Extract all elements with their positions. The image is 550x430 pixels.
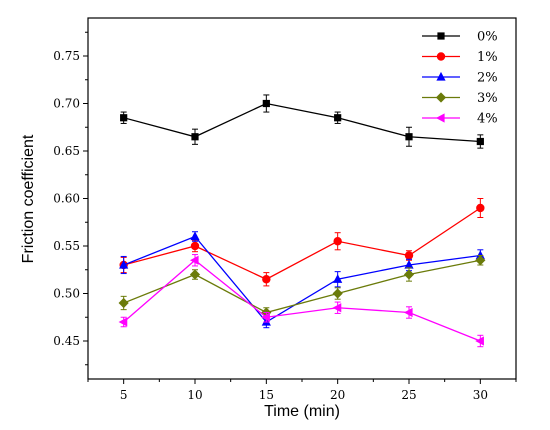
data-point	[403, 307, 413, 318]
data-point	[333, 237, 342, 246]
series-line	[123, 102, 481, 143]
y-tick-label: 0.45	[53, 334, 80, 348]
x-tick-label: 25	[401, 388, 416, 402]
series-4%	[118, 254, 484, 348]
legend-entry: 4%	[422, 112, 498, 127]
legend-marker	[435, 92, 447, 103]
y-tick-label: 0.55	[53, 239, 80, 253]
x-tick-label: 5	[120, 388, 128, 402]
data-point	[118, 317, 128, 327]
data-point	[475, 255, 486, 266]
plot-frame	[87, 17, 517, 380]
series-0%	[120, 94, 484, 149]
y-tick-label: 0.50	[53, 287, 80, 301]
y-axis-title: Friction coefficient	[20, 134, 37, 263]
data-point	[404, 251, 414, 260]
x-tick-label: 15	[259, 388, 274, 402]
x-tick-label: 20	[330, 388, 345, 402]
legend-marker	[436, 52, 446, 61]
x-tick-label: 10	[187, 388, 202, 402]
legend-label: 4%	[477, 112, 498, 127]
legend-label: 0%	[477, 30, 498, 45]
series-line	[123, 259, 481, 342]
data-point	[262, 99, 270, 108]
series-line	[123, 259, 481, 314]
data-point	[333, 274, 343, 283]
series-3%	[118, 255, 486, 318]
data-point	[332, 303, 342, 313]
x-axis-title: Time (min)	[264, 403, 340, 420]
data-point	[476, 137, 484, 146]
data-point	[189, 255, 199, 265]
series-1%	[119, 198, 485, 287]
series-line	[123, 235, 481, 323]
data-point	[119, 259, 129, 269]
data-point	[261, 312, 270, 322]
data-point	[120, 114, 128, 122]
legend-entry: 3%	[422, 91, 498, 106]
legend-entry: 2%	[422, 71, 498, 86]
plot-area	[118, 94, 486, 348]
y-tick-label: 0.65	[53, 144, 80, 158]
legend-entry: 0%	[422, 30, 498, 45]
legend: 0% 1% 2% 3% 4%	[422, 30, 498, 127]
y-tick-label: 0.70	[53, 97, 80, 111]
data-point	[334, 114, 342, 122]
data-point	[190, 241, 200, 251]
data-point	[190, 231, 200, 241]
legend-label: 1%	[477, 50, 498, 65]
y-tick-label: 0.60	[53, 192, 80, 206]
legend-entry: 1%	[422, 50, 498, 65]
data-point	[189, 269, 201, 280]
legend-marker	[437, 32, 445, 40]
legend-marker	[436, 71, 446, 81]
data-point	[404, 259, 414, 269]
data-point	[191, 133, 199, 141]
series-line	[123, 207, 481, 280]
data-point	[475, 336, 484, 346]
data-point	[262, 275, 271, 284]
data-point	[332, 288, 343, 299]
data-point	[405, 133, 413, 141]
data-point	[118, 297, 129, 309]
data-point	[476, 203, 485, 213]
x-tick-label: 30	[473, 388, 488, 402]
legend-label: 2%	[477, 71, 498, 86]
data-point	[475, 250, 485, 260]
y-tick-label: 0.75	[53, 49, 80, 63]
legend-label: 3%	[477, 91, 498, 106]
series-2%	[119, 231, 485, 329]
data-point	[403, 269, 415, 280]
axes: 0.45 0.50 0.55 0.60 0.65 0.70 0.75 5 10 15 20 25 30	[53, 17, 517, 402]
legend-marker	[435, 113, 445, 123]
